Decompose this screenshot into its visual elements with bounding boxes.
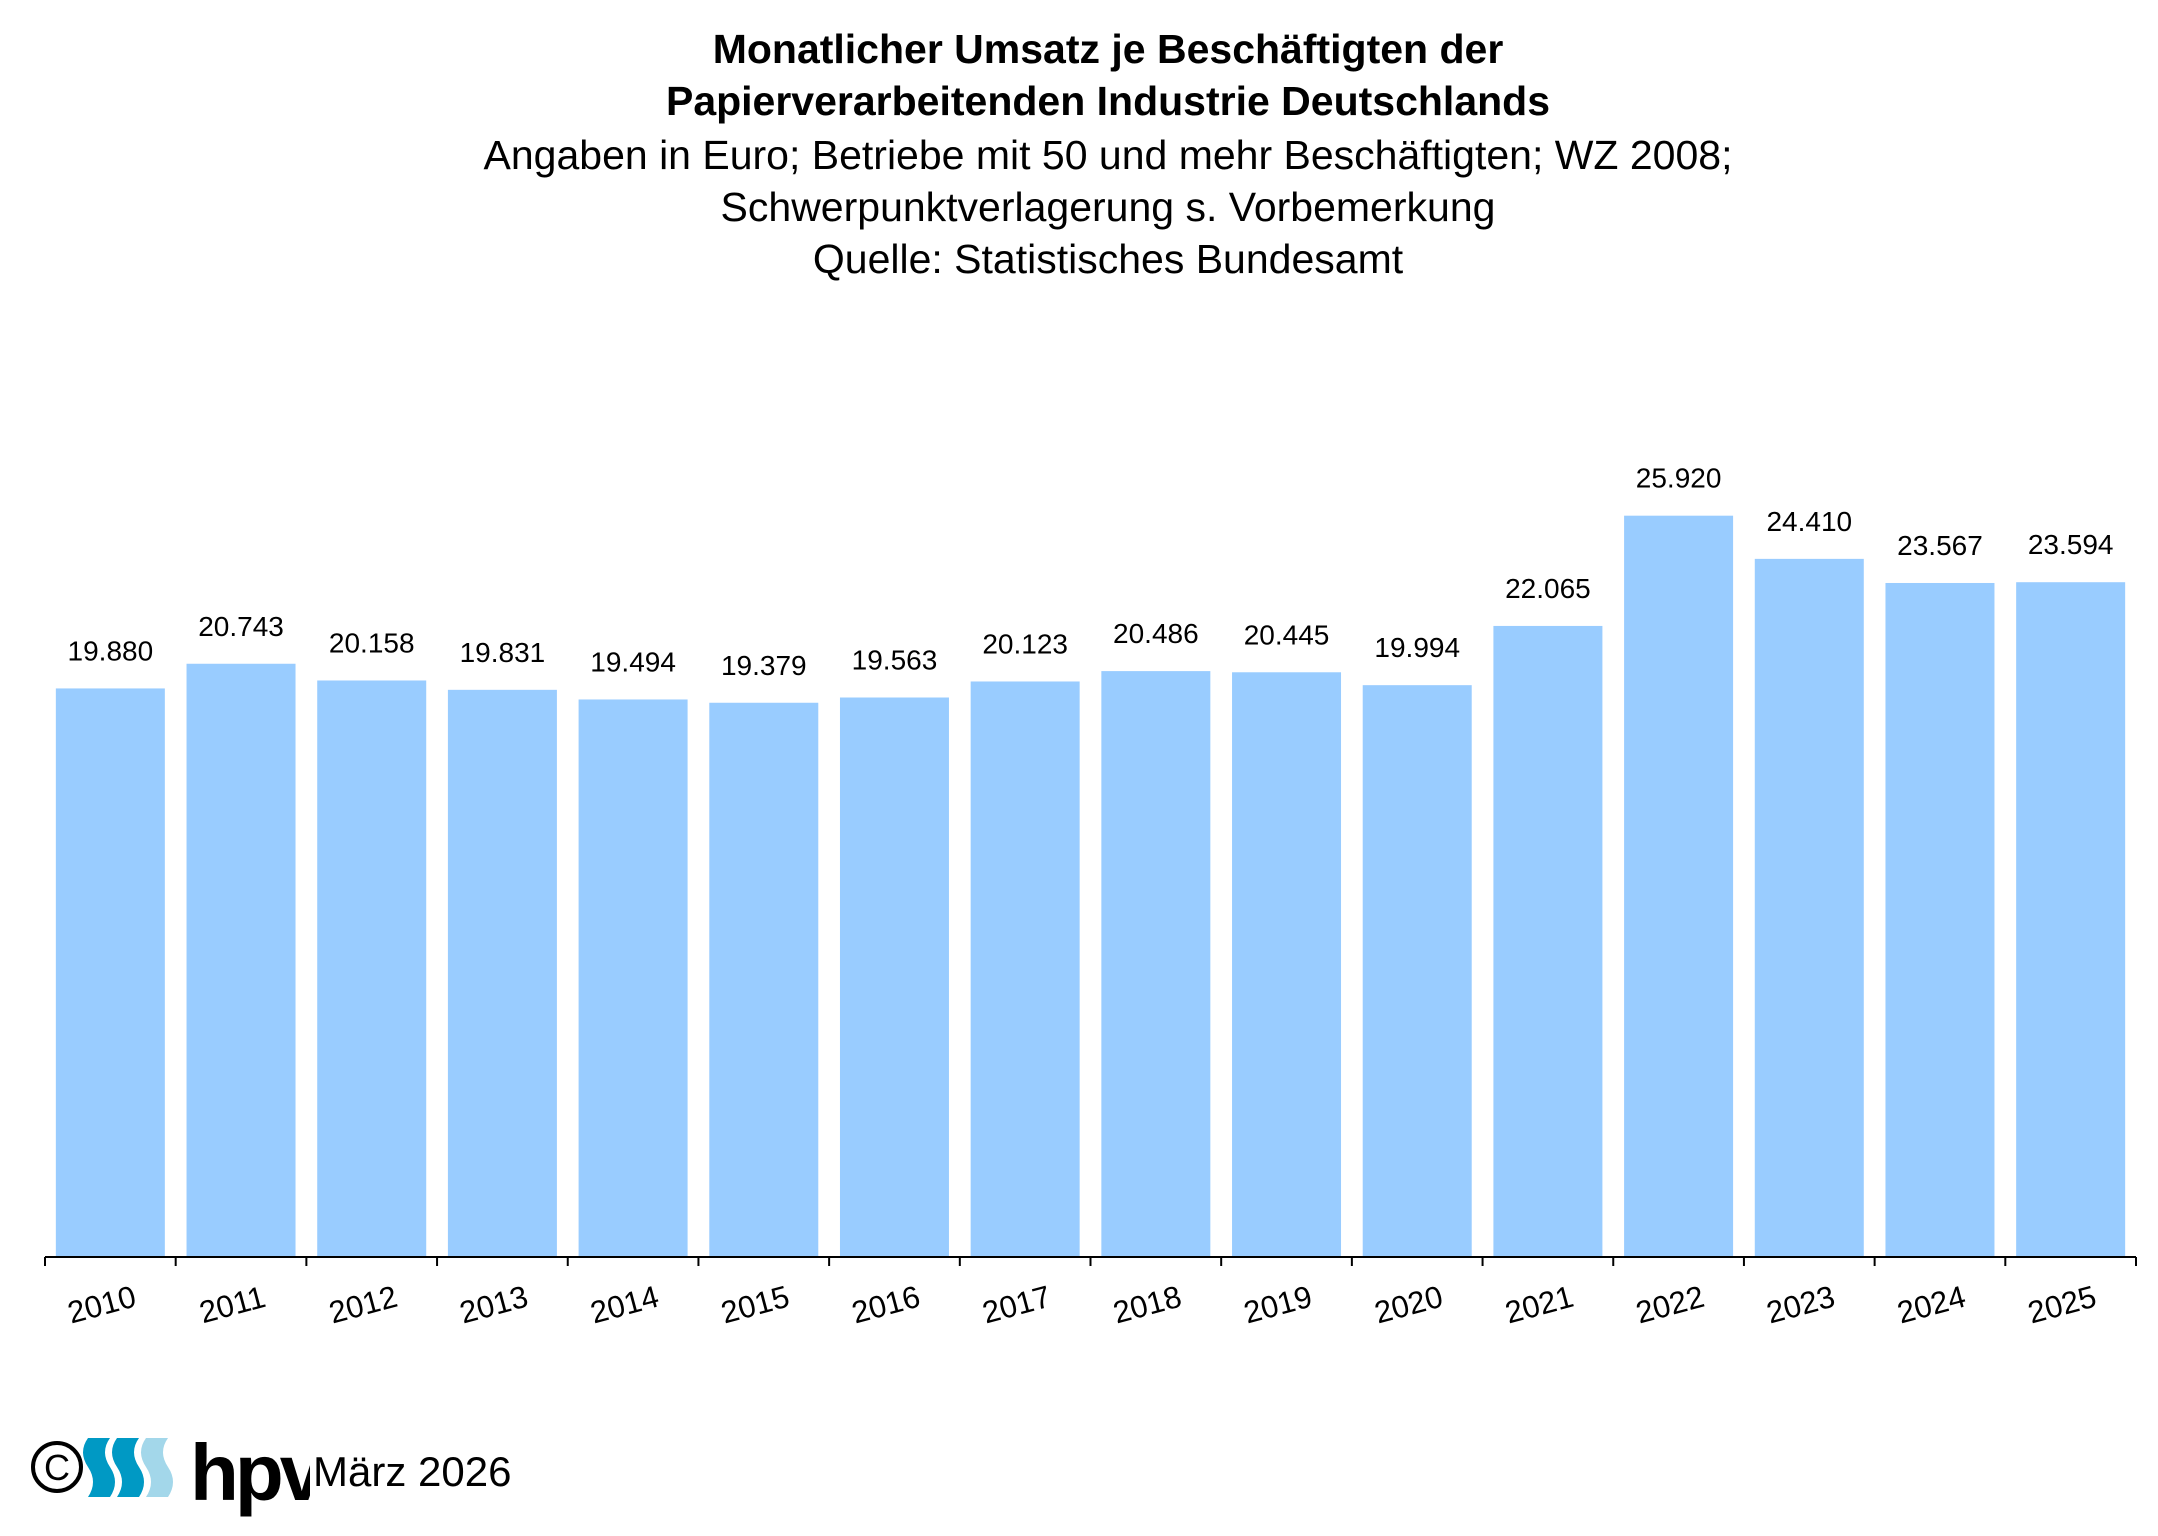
data-label-2021: 22.065 bbox=[1505, 573, 1591, 604]
bar-2025 bbox=[2016, 582, 2126, 1257]
data-label-2025: 23.594 bbox=[2028, 529, 2114, 560]
hpv-logo-text: hpv bbox=[190, 1430, 310, 1517]
x-tick-label-2013: 2013 bbox=[456, 1279, 532, 1331]
bar-2015 bbox=[709, 702, 819, 1257]
footer: C hpv bbox=[0, 1430, 700, 1530]
data-label-2012: 20.158 bbox=[329, 627, 415, 658]
data-label-2024: 23.567 bbox=[1897, 530, 1983, 561]
data-label-2022: 25.920 bbox=[1636, 463, 1722, 494]
bar-2011 bbox=[186, 663, 296, 1257]
data-label-2018: 20.486 bbox=[1113, 618, 1199, 649]
hpv-logo: C hpv bbox=[31, 1430, 310, 1517]
svg-text:C: C bbox=[44, 1447, 70, 1488]
x-tick-label-2024: 2024 bbox=[1893, 1279, 1969, 1331]
bar-2019 bbox=[1232, 672, 1342, 1257]
bar-2024 bbox=[1885, 582, 1995, 1257]
x-tick-label-2018: 2018 bbox=[1109, 1279, 1185, 1331]
x-tick-label-2016: 2016 bbox=[848, 1279, 924, 1331]
bar-2013 bbox=[447, 689, 557, 1257]
bar-2021 bbox=[1493, 625, 1603, 1257]
data-label-2023: 24.410 bbox=[1766, 506, 1852, 537]
copyright-icon: C bbox=[31, 1441, 83, 1493]
x-tick-label-2014: 2014 bbox=[587, 1279, 663, 1331]
data-label-2020: 19.994 bbox=[1374, 632, 1460, 663]
x-tick-label-2022: 2022 bbox=[1632, 1279, 1708, 1331]
data-label-2010: 19.880 bbox=[68, 635, 154, 666]
data-label-2015: 19.379 bbox=[721, 650, 807, 681]
data-label-2019: 20.445 bbox=[1244, 619, 1330, 650]
bar-2018 bbox=[1101, 671, 1211, 1257]
wave-logo-icon bbox=[83, 1438, 173, 1497]
x-tick-label-2017: 2017 bbox=[979, 1279, 1055, 1331]
x-tick-label-2020: 2020 bbox=[1371, 1279, 1447, 1331]
chart-subtitle-line1: Angaben in Euro; Betriebe mit 50 und meh… bbox=[483, 132, 1733, 178]
bar-2022 bbox=[1624, 515, 1734, 1257]
publication-date: März 2026 bbox=[313, 1448, 512, 1495]
data-label-2011: 20.743 bbox=[198, 611, 284, 642]
x-tick-label-2025: 2025 bbox=[2024, 1279, 2100, 1331]
bar-chart: 19.880 2010 20.743 2011 20.158 2012 19.831 2013… bbox=[44, 463, 2137, 1331]
bar-2012 bbox=[317, 680, 427, 1257]
x-tick-label-2019: 2019 bbox=[1240, 1279, 1316, 1331]
bar-2014 bbox=[578, 699, 688, 1257]
data-label-2017: 20.123 bbox=[982, 628, 1068, 659]
x-tick-label-2023: 2023 bbox=[1763, 1279, 1839, 1331]
data-label-2016: 19.563 bbox=[852, 644, 938, 675]
bar-2023 bbox=[1754, 558, 1864, 1257]
chart-title-line1: Monatlicher Umsatz je Beschäftigten der bbox=[712, 26, 1504, 72]
chart-title-line2: Papierverarbeitenden Industrie Deutschla… bbox=[665, 78, 1551, 124]
bar-2017 bbox=[970, 681, 1080, 1257]
data-label-2013: 19.831 bbox=[460, 637, 546, 668]
bar-2016 bbox=[839, 697, 949, 1257]
x-tick-label-2012: 2012 bbox=[325, 1279, 401, 1331]
chart-subtitle-line2: Schwerpunktverlagerung s. Vorbemerkung bbox=[720, 184, 1496, 230]
x-tick-label-2021: 2021 bbox=[1501, 1279, 1577, 1331]
x-tick-label-2011: 2011 bbox=[196, 1279, 269, 1330]
x-tick-label-2015: 2015 bbox=[717, 1279, 793, 1331]
x-tick-label-2010: 2010 bbox=[64, 1279, 140, 1331]
chart-subtitle-line3: Quelle: Statistisches Bundesamt bbox=[812, 236, 1404, 282]
data-label-2014: 19.494 bbox=[590, 646, 676, 677]
bar-2020 bbox=[1362, 685, 1472, 1257]
bar-2010 bbox=[55, 688, 165, 1257]
